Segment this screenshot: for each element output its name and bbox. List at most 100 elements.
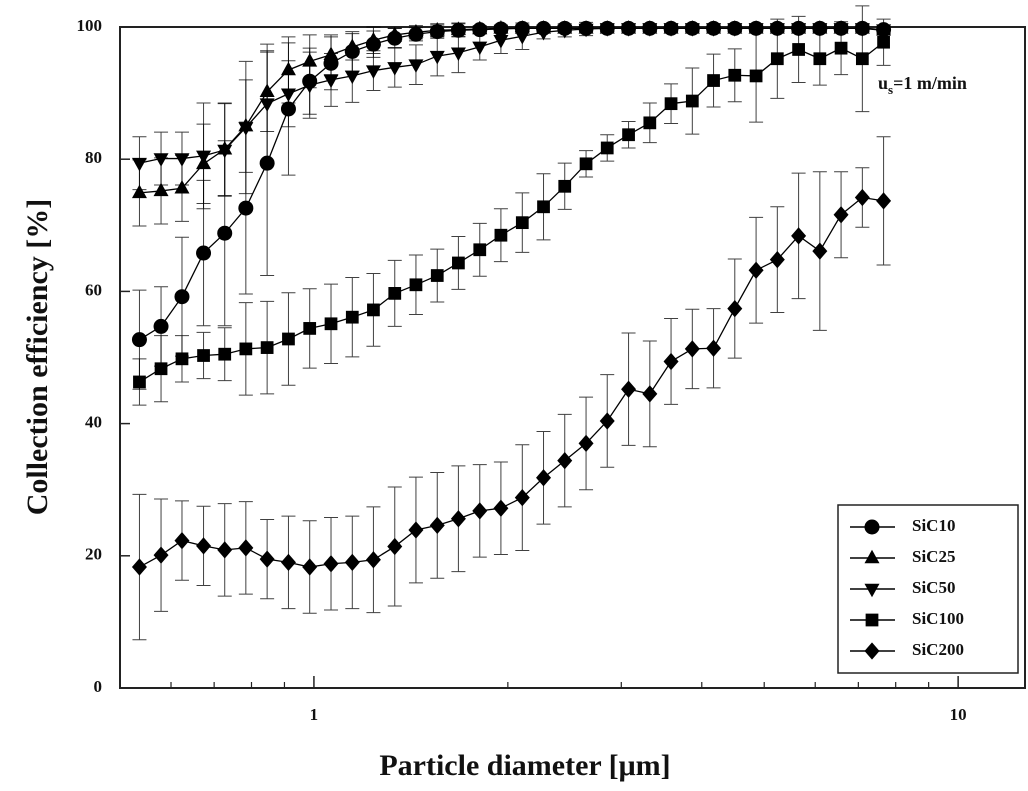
marker <box>217 541 233 559</box>
marker <box>429 50 445 65</box>
marker <box>728 68 742 82</box>
marker <box>643 116 657 130</box>
marker <box>749 69 763 83</box>
marker <box>387 62 403 76</box>
marker <box>303 322 317 335</box>
marker <box>769 251 785 269</box>
marker <box>813 52 827 66</box>
marker <box>472 20 488 35</box>
marker <box>578 23 594 38</box>
marker <box>472 41 488 56</box>
marker <box>430 269 444 282</box>
marker <box>621 23 637 37</box>
marker <box>557 25 573 39</box>
marker <box>558 179 572 193</box>
marker <box>834 41 848 55</box>
marker <box>365 65 381 79</box>
y-tick-label: 40 <box>85 413 102 432</box>
marker <box>133 375 146 389</box>
marker <box>131 332 147 348</box>
marker <box>217 225 233 241</box>
series-line <box>139 27 884 341</box>
marker <box>259 98 275 112</box>
legend-label: SiC10 <box>912 516 955 535</box>
marker <box>663 352 679 371</box>
marker <box>472 502 488 520</box>
marker <box>238 200 254 216</box>
marker <box>493 499 509 517</box>
legend-label: SiC50 <box>912 578 955 597</box>
marker <box>515 216 529 230</box>
marker <box>429 516 445 535</box>
marker <box>153 318 169 334</box>
marker <box>727 299 743 318</box>
marker <box>536 469 552 487</box>
marker <box>833 206 849 224</box>
marker <box>855 52 869 66</box>
marker <box>238 122 254 136</box>
marker <box>174 153 190 167</box>
marker <box>684 23 700 37</box>
marker <box>685 94 699 108</box>
marker <box>770 52 784 66</box>
marker <box>812 23 828 37</box>
marker <box>323 74 339 89</box>
marker <box>408 521 424 539</box>
marker <box>153 546 169 564</box>
marker <box>600 141 614 155</box>
marker <box>387 26 403 41</box>
legend-marker <box>864 549 880 564</box>
marker <box>452 256 465 270</box>
legend-marker <box>865 613 879 627</box>
marker <box>174 289 190 305</box>
marker <box>706 23 722 37</box>
series-line <box>139 27 884 164</box>
marker <box>748 261 764 279</box>
legend-marker <box>864 519 880 535</box>
marker <box>280 88 296 103</box>
marker <box>791 227 807 245</box>
x-axis-label: Particle diameter [μm] <box>379 749 670 782</box>
marker <box>599 23 615 37</box>
marker <box>537 200 550 214</box>
marker <box>664 97 678 111</box>
marker <box>387 537 403 556</box>
marker <box>174 531 190 550</box>
marker <box>663 23 679 37</box>
marker <box>706 339 722 357</box>
marker <box>514 489 530 507</box>
marker <box>578 434 594 453</box>
marker <box>323 555 339 573</box>
marker <box>302 79 318 94</box>
marker <box>579 157 593 171</box>
plot-frame <box>119 26 1026 689</box>
y-axis-label: Collection efficiency [%] <box>21 199 54 516</box>
marker <box>812 242 828 260</box>
marker <box>218 347 232 361</box>
marker <box>707 74 720 87</box>
marker <box>239 342 253 356</box>
marker <box>344 70 360 85</box>
legend-label: SiC100 <box>912 609 964 628</box>
y-tick-label: 60 <box>85 280 102 299</box>
annotation-sub: s <box>888 82 893 97</box>
marker <box>684 340 700 358</box>
marker <box>153 182 169 197</box>
marker <box>621 380 637 398</box>
marker <box>260 341 274 354</box>
marker <box>450 47 466 62</box>
marker <box>302 558 318 576</box>
marker <box>642 23 658 37</box>
marker <box>792 43 805 56</box>
marker <box>473 243 487 257</box>
marker <box>514 31 530 45</box>
marker <box>365 551 381 569</box>
marker <box>876 192 892 210</box>
marker <box>174 180 190 194</box>
series-line <box>139 196 884 568</box>
marker <box>367 303 380 317</box>
marker <box>238 539 254 557</box>
marker <box>344 553 360 572</box>
x-tick-label: 10 <box>950 705 967 724</box>
